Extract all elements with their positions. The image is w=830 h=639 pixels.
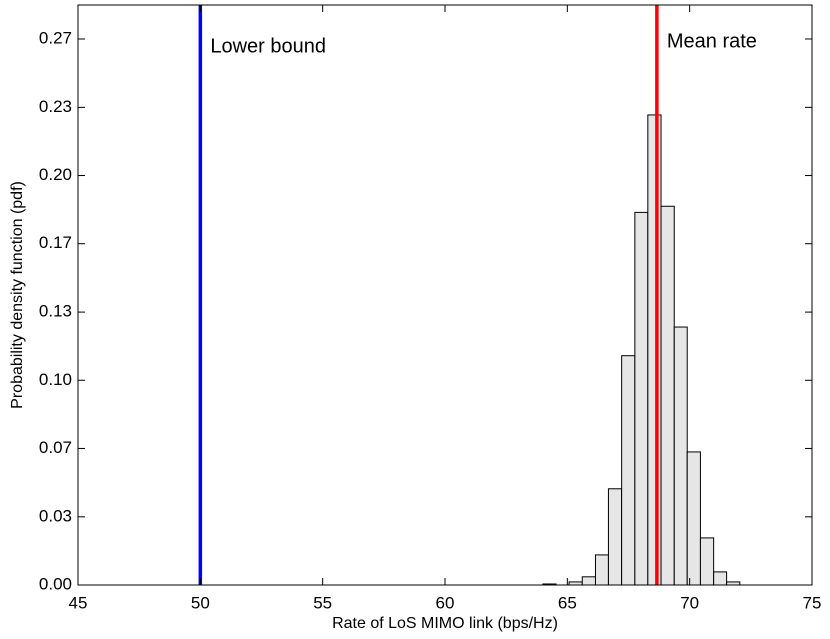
bar <box>713 571 728 586</box>
y-tick-label: 0.10 <box>39 370 72 389</box>
y-axis-label: Probability density function (pdf) <box>9 181 26 409</box>
annotation: Lower bound <box>210 35 326 57</box>
y-tick-label: 0.07 <box>39 438 72 457</box>
bar <box>634 211 649 586</box>
annotation: Mean rate <box>667 30 757 52</box>
y-tick-label: 0.00 <box>39 574 72 593</box>
x-axis-label: Rate of LoS MIMO link (bps/Hz) <box>332 615 558 632</box>
y-tick-label: 0.20 <box>39 165 72 184</box>
bar <box>607 488 623 586</box>
y-tick-label: 0.03 <box>39 506 72 525</box>
x-tick-label: 75 <box>803 593 822 612</box>
bar <box>660 205 675 586</box>
bar <box>621 355 636 586</box>
bar <box>699 537 715 586</box>
y-tick-label: 0.17 <box>39 233 72 252</box>
x-tick-label: 65 <box>558 593 577 612</box>
x-tick-label: 70 <box>680 593 699 612</box>
x-tick-label: 50 <box>191 593 210 612</box>
y-tick-label: 0.13 <box>39 302 72 321</box>
bar <box>673 326 688 586</box>
bar <box>647 114 662 586</box>
bar <box>581 576 596 586</box>
x-tick-label: 55 <box>313 593 332 612</box>
y-tick-label: 0.27 <box>39 28 72 47</box>
bar <box>594 554 609 586</box>
bar <box>686 451 701 586</box>
x-tick-label: 45 <box>69 593 88 612</box>
y-tick-label: 0.23 <box>39 97 72 116</box>
x-tick-label: 60 <box>436 593 455 612</box>
plot-frame <box>77 4 813 586</box>
